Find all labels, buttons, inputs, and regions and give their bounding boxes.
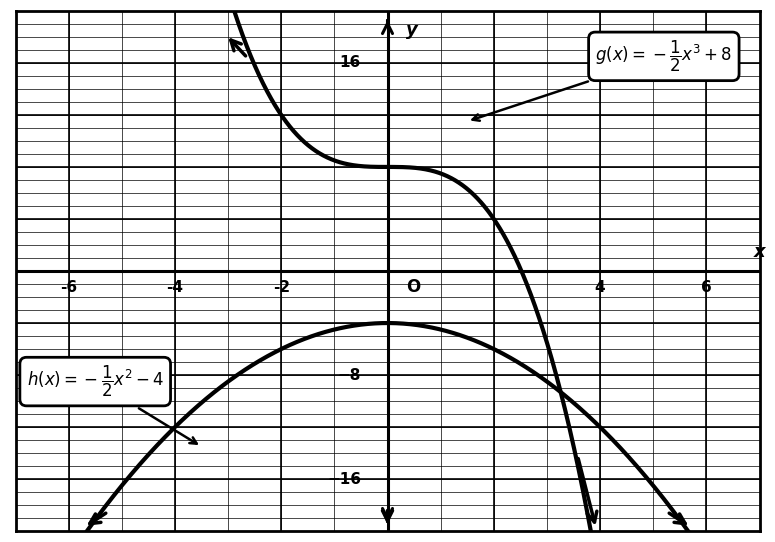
Text: -6: -6 xyxy=(60,280,78,295)
Text: 16: 16 xyxy=(339,55,361,70)
Text: y: y xyxy=(406,21,418,39)
Text: −16: −16 xyxy=(327,472,361,487)
Text: O: O xyxy=(406,278,420,295)
Text: −8: −8 xyxy=(338,367,361,383)
Text: $h(x) = -\dfrac{1}{2}x^2 - 4$: $h(x) = -\dfrac{1}{2}x^2 - 4$ xyxy=(26,364,197,444)
Text: -2: -2 xyxy=(273,280,290,295)
Text: 4: 4 xyxy=(594,280,605,295)
Text: x: x xyxy=(753,243,766,261)
Text: 6: 6 xyxy=(701,280,711,295)
Text: $g(x) = -\dfrac{1}{2}x^3 + 8$: $g(x) = -\dfrac{1}{2}x^3 + 8$ xyxy=(473,39,732,121)
Text: -4: -4 xyxy=(167,280,184,295)
